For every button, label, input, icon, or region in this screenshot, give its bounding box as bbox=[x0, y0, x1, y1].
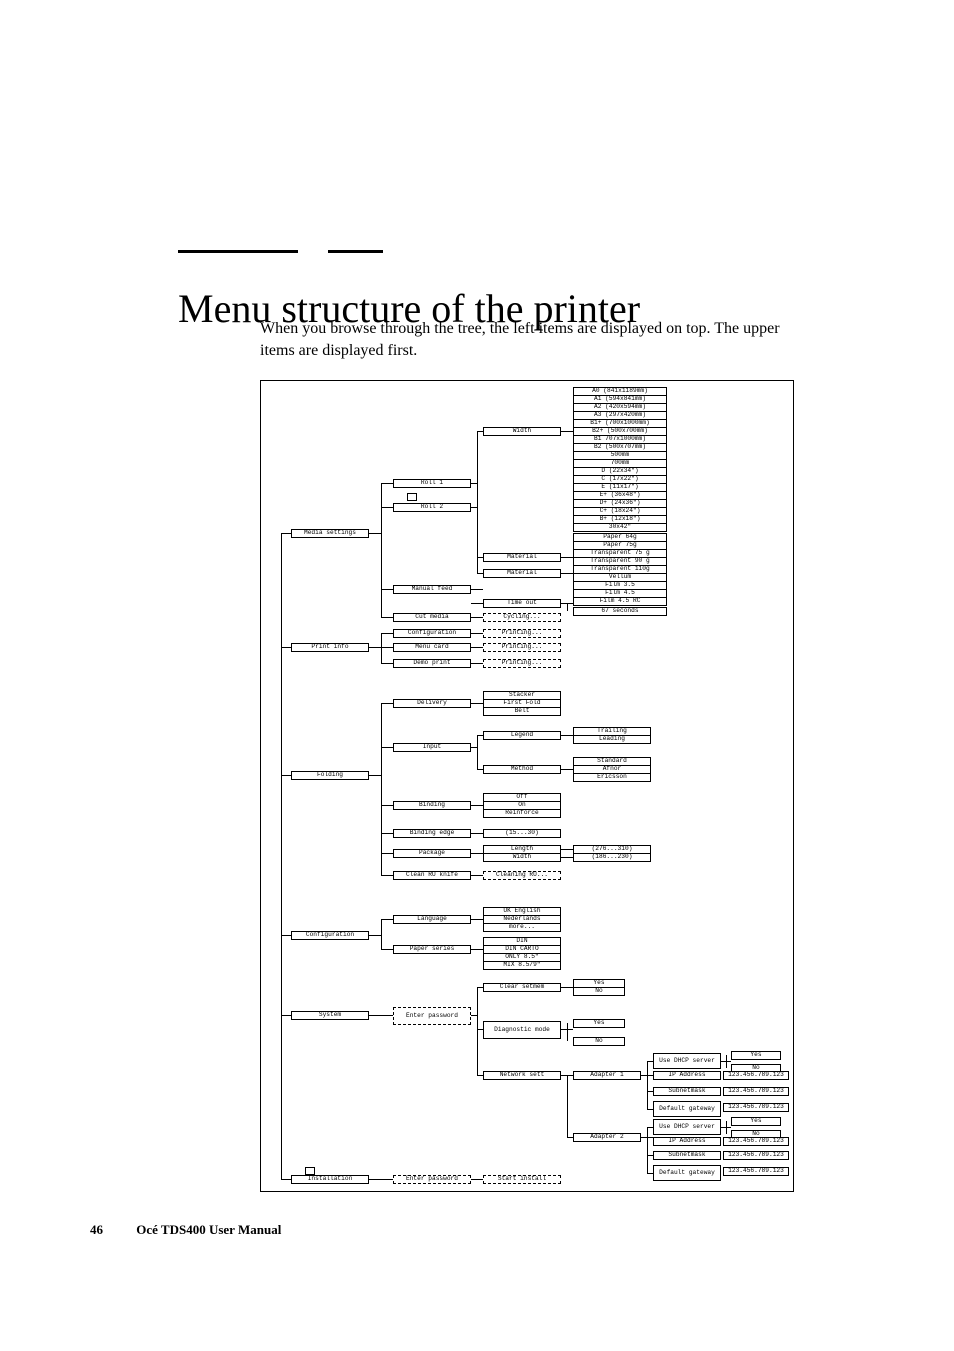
node-a2-ip: IP Address bbox=[653, 1137, 721, 1146]
node-configuration: Configuration bbox=[291, 931, 369, 940]
node-start-install: Start install bbox=[483, 1175, 561, 1184]
node-a1-ip: IP Address bbox=[653, 1071, 721, 1080]
node-inst-enterpw: Enter password bbox=[393, 1175, 471, 1184]
node-pi-demo: Demo print bbox=[393, 659, 471, 668]
node-manual-feed: Manual feed bbox=[393, 585, 471, 594]
leaf-timeout-val: 67 seconds bbox=[573, 607, 667, 616]
leaf-pi-config-act: Printing... bbox=[483, 629, 561, 638]
node-folding: Folding bbox=[291, 771, 369, 780]
node-input: Input bbox=[393, 743, 471, 752]
node-a2-subnet: Subnetmask bbox=[653, 1151, 721, 1160]
node-legend: Legend bbox=[483, 731, 561, 740]
intro-text: When you browse through the tree, the le… bbox=[260, 318, 780, 361]
leaf-clean-ru: Cleaning RU... bbox=[483, 871, 561, 880]
leaf-a2-gw-val: 123.456.789.123 bbox=[723, 1167, 789, 1176]
node-language: Language bbox=[393, 915, 471, 924]
leaf-bind-2: Reinforce bbox=[483, 809, 561, 818]
leaf-clear-no: No bbox=[573, 987, 625, 996]
node-roll2: Roll 2 bbox=[393, 503, 471, 512]
leaf-a1-ip-val: 123.456.789.123 bbox=[723, 1071, 789, 1080]
node-pi-menucard: Menu card bbox=[393, 643, 471, 652]
leaf-lang-2: more... bbox=[483, 923, 561, 932]
manual-name: Océ TDS400 User Manual bbox=[136, 1222, 281, 1237]
leaf-a2-subnet-val: 123.456.789.123 bbox=[723, 1151, 789, 1160]
node-clear-setmem: Clear setmem bbox=[483, 983, 561, 992]
node-width: Width bbox=[483, 427, 561, 436]
leaf-legend-1: Leading bbox=[573, 735, 651, 744]
leaf-diag-yes: Yes bbox=[573, 1019, 625, 1028]
title-rule bbox=[178, 250, 598, 253]
node-clean-ru: Clean RU knife bbox=[393, 871, 471, 880]
node-material-bot: Material bbox=[483, 569, 561, 578]
node-material-top: Material bbox=[483, 553, 561, 562]
node-adapter2: Adapter 2 bbox=[573, 1133, 641, 1142]
node-binding-edge: Binding edge bbox=[393, 829, 471, 838]
leaf-diag-no: No bbox=[573, 1037, 625, 1046]
node-delivery: Delivery bbox=[393, 699, 471, 708]
node-media-settings: Media settings bbox=[291, 529, 369, 538]
leaf-mat-8: Film 4.5 RC bbox=[573, 597, 667, 606]
node-method: Method bbox=[483, 765, 561, 774]
node-network-sett: Network sett bbox=[483, 1071, 561, 1080]
node-paper-series: Paper series bbox=[393, 945, 471, 954]
leaf-pkg-width: (186...230) bbox=[573, 853, 651, 862]
leaf-a1-gw-val: 123.456.789.123 bbox=[723, 1103, 789, 1112]
node-cycling: Cycling... bbox=[483, 613, 561, 622]
node-roll1: Roll 1 bbox=[393, 479, 471, 488]
leaf-method-2: Ericsson bbox=[573, 773, 651, 782]
node-diag-mode: Diagnostic mode bbox=[483, 1021, 561, 1039]
node-a1-dhcp: Use DHCP server bbox=[653, 1053, 721, 1069]
menu-tree-diagram: Media settings Print info Folding Config… bbox=[260, 380, 794, 1192]
node-pi-config: Configuration bbox=[393, 629, 471, 638]
node-system: System bbox=[291, 1011, 369, 1020]
node-a2-dhcp: Use DHCP server bbox=[653, 1119, 721, 1135]
node-a1-gw: Default gateway bbox=[653, 1101, 721, 1117]
leaf-width-17: 30x42" bbox=[573, 523, 667, 532]
leaf-a2-dhcp-yes: Yes bbox=[731, 1117, 781, 1126]
node-a1-subnet: Subnetmask bbox=[653, 1087, 721, 1096]
leaf-a1-dhcp-yes: Yes bbox=[731, 1051, 781, 1060]
leaf-ps-3: MIX 8.5/9" bbox=[483, 961, 561, 970]
node-cut-media: Cut media bbox=[393, 613, 471, 622]
page-footer: 46 Océ TDS400 User Manual bbox=[90, 1222, 281, 1238]
node-binding: Binding bbox=[393, 801, 471, 810]
node-package: Package bbox=[393, 849, 471, 858]
leaf-a1-subnet-val: 123.456.789.123 bbox=[723, 1087, 789, 1096]
node-print-info: Print info bbox=[291, 643, 369, 652]
page-number: 46 bbox=[90, 1222, 103, 1237]
leaf-pi-demo-act: Printing... bbox=[483, 659, 561, 668]
node-pkg-width: Width bbox=[483, 853, 561, 862]
leaf-pi-menu-act: Printing... bbox=[483, 643, 561, 652]
leaf-a2-ip-val: 123.456.789.123 bbox=[723, 1137, 789, 1146]
node-a2-gw: Default gateway bbox=[653, 1165, 721, 1181]
leaf-bind-edge: (15...30) bbox=[483, 829, 561, 838]
node-adapter1: Adapter 1 bbox=[573, 1071, 641, 1080]
node-installation: Installation bbox=[291, 1175, 369, 1184]
node-sys-enterpw: Enter password bbox=[393, 1007, 471, 1025]
node-timeout: Time out bbox=[483, 599, 561, 608]
leaf-deliv-2: Belt bbox=[483, 707, 561, 716]
